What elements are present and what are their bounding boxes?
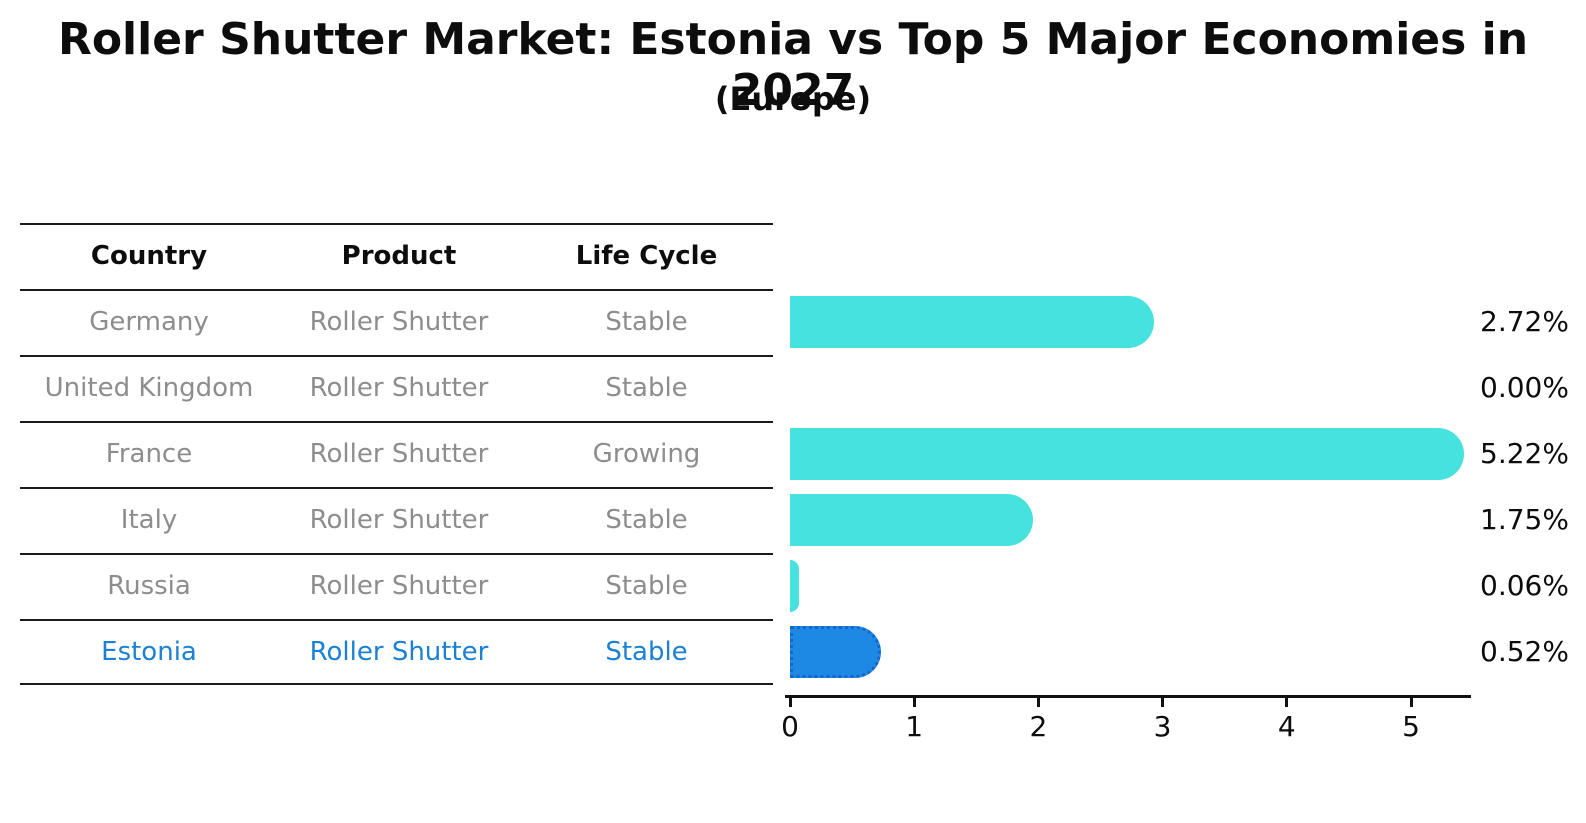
value-label: 2.72%: [1480, 305, 1569, 338]
life-cycle-cell: Growing: [592, 439, 701, 469]
country-table: Country Product Life Cycle Germany Rolle…: [20, 223, 773, 685]
value-label: 0.52%: [1480, 635, 1569, 668]
x-tick-label: 1: [905, 710, 924, 743]
chart-subtitle: (Europe): [714, 80, 872, 118]
column-header-country: Country: [90, 241, 208, 271]
table-divider: [20, 223, 773, 225]
life-cycle-cell: Stable: [605, 637, 688, 667]
x-axis-tick: [1285, 698, 1289, 707]
x-tick-label: 0: [781, 710, 799, 743]
column-header-life-cycle: Life Cycle: [575, 241, 718, 271]
table-divider: [20, 619, 773, 621]
table-row-estonia-highlighted: Estonia Roller Shutter Stable: [20, 619, 773, 685]
table-row: Russia Roller Shutter Stable: [20, 553, 773, 619]
life-cycle-cell: Stable: [605, 373, 688, 403]
x-axis-line: [785, 695, 1471, 698]
bar-russia: [790, 560, 800, 612]
product-cell: Roller Shutter: [309, 439, 489, 469]
product-cell: Roller Shutter: [309, 505, 489, 535]
table-row: Italy Roller Shutter Stable: [20, 487, 773, 553]
table-divider: [20, 487, 773, 489]
country-cell: Germany: [89, 307, 209, 337]
x-tick-label: 3: [1153, 710, 1172, 743]
bar-italy: [790, 494, 1034, 546]
value-label: 0.06%: [1480, 569, 1569, 602]
table-row: France Roller Shutter Growing: [20, 421, 773, 487]
table-divider: [20, 553, 773, 555]
table-divider: [20, 683, 773, 685]
country-cell: Russia: [107, 571, 191, 601]
table-divider: [20, 289, 773, 291]
x-axis-tick: [1409, 698, 1413, 707]
table-row: United Kingdom Roller Shutter Stable: [20, 355, 773, 421]
product-cell: Roller Shutter: [309, 571, 489, 601]
product-cell: Roller Shutter: [309, 373, 489, 403]
country-cell: France: [105, 439, 193, 469]
country-cell: United Kingdom: [44, 373, 254, 403]
x-axis-tick: [788, 698, 792, 707]
country-cell: Italy: [120, 505, 178, 535]
x-tick-label: 4: [1277, 710, 1296, 743]
bar-estonia: [790, 626, 881, 678]
life-cycle-cell: Stable: [605, 307, 688, 337]
chart-title: Roller Shutter Market: Estonia vs Top 5 …: [57, 14, 1529, 116]
country-cell: Estonia: [101, 637, 197, 667]
table-divider: [20, 421, 773, 423]
value-label: 0.00%: [1480, 371, 1569, 404]
life-cycle-cell: Stable: [605, 505, 688, 535]
table-row: Germany Roller Shutter Stable: [20, 289, 773, 355]
life-cycle-cell: Stable: [605, 571, 688, 601]
product-cell: Roller Shutter: [309, 637, 489, 667]
x-axis-tick: [1161, 698, 1165, 707]
x-axis-tick: [912, 698, 916, 707]
x-axis-tick: [1036, 698, 1040, 707]
column-header-product: Product: [341, 241, 457, 271]
x-tick-label: 2: [1029, 710, 1048, 743]
bar-germany: [790, 296, 1154, 348]
table-divider: [20, 355, 773, 357]
value-label: 1.75%: [1480, 503, 1569, 536]
table-header-row: Country Product Life Cycle: [20, 223, 773, 289]
bar-france: [790, 428, 1465, 480]
product-cell: Roller Shutter: [309, 307, 489, 337]
value-label: 5.22%: [1480, 437, 1569, 470]
x-tick-label: 5: [1402, 710, 1420, 743]
